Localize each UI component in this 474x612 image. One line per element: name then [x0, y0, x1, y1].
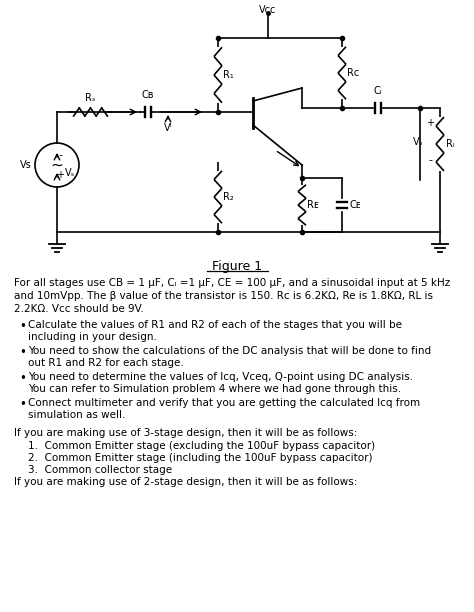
Text: including in your design.: including in your design.: [28, 332, 157, 342]
Text: 2.  Common Emitter stage (including the 100uF bypass capacitor): 2. Common Emitter stage (including the 1…: [28, 453, 373, 463]
Text: •: •: [19, 320, 26, 333]
Text: •: •: [19, 398, 26, 411]
Text: You can refer to Simulation problem 4 where we had gone through this.: You can refer to Simulation problem 4 wh…: [28, 384, 401, 394]
Text: -: -: [58, 150, 62, 160]
Text: Vₛ: Vₛ: [65, 168, 75, 178]
Text: 1.  Common Emitter stage (excluding the 100uF bypass capacitor): 1. Common Emitter stage (excluding the 1…: [28, 441, 375, 451]
Text: Rₗ: Rₗ: [446, 139, 455, 149]
Text: Rᴇ: Rᴇ: [307, 200, 319, 210]
Text: ~: ~: [51, 157, 64, 173]
Text: Cᴇ: Cᴇ: [350, 200, 362, 210]
Text: and 10mVpp. The β value of the transistor is 150. Rc is 6.2KΩ, Re is 1.8KΩ, RL i: and 10mVpp. The β value of the transisto…: [14, 291, 433, 301]
Text: •: •: [19, 372, 26, 385]
Text: simulation as well.: simulation as well.: [28, 410, 126, 420]
Text: -: -: [428, 155, 432, 165]
Text: Vs: Vs: [20, 160, 32, 170]
Text: You need to show the calculations of the DC analysis that will be done to find: You need to show the calculations of the…: [28, 346, 431, 356]
Text: out R1 and R2 for each stage.: out R1 and R2 for each stage.: [28, 358, 184, 368]
Text: 3.  Common collector stage: 3. Common collector stage: [28, 465, 172, 475]
Text: +: +: [426, 118, 434, 128]
Text: Cʙ: Cʙ: [142, 90, 154, 100]
Text: •: •: [19, 346, 26, 359]
Text: Calculate the values of R1 and R2 of each of the stages that you will be: Calculate the values of R1 and R2 of eac…: [28, 320, 402, 330]
Text: Connect multimeter and verify that you are getting the calculated Icq from: Connect multimeter and verify that you a…: [28, 398, 420, 408]
Text: If you are making use of 2-stage design, then it will be as follows:: If you are making use of 2-stage design,…: [14, 477, 357, 487]
Text: You need to determine the values of Icq, Vceq, Q-point using DC analysis.: You need to determine the values of Icq,…: [28, 372, 413, 382]
Text: Cₗ: Cₗ: [374, 86, 382, 96]
Text: +: +: [56, 170, 64, 180]
Text: Rₛ: Rₛ: [85, 93, 95, 103]
Text: R₂: R₂: [223, 192, 234, 202]
Text: Vcc: Vcc: [259, 5, 277, 15]
Text: Figure 1: Figure 1: [212, 260, 262, 273]
Text: 2.2KΩ. Vcc should be 9V.: 2.2KΩ. Vcc should be 9V.: [14, 304, 144, 314]
Text: Rc: Rc: [347, 68, 359, 78]
Text: R₁: R₁: [223, 70, 234, 80]
Text: If you are making use of 3-stage design, then it will be as follows:: If you are making use of 3-stage design,…: [14, 428, 357, 438]
Text: Vᴵ: Vᴵ: [164, 123, 172, 133]
Text: Vₒ: Vₒ: [413, 137, 424, 147]
Text: For all stages use CB = 1 μF, Cₗ =1 μF, CE = 100 μF, and a sinusoidal input at 5: For all stages use CB = 1 μF, Cₗ =1 μF, …: [14, 278, 450, 288]
